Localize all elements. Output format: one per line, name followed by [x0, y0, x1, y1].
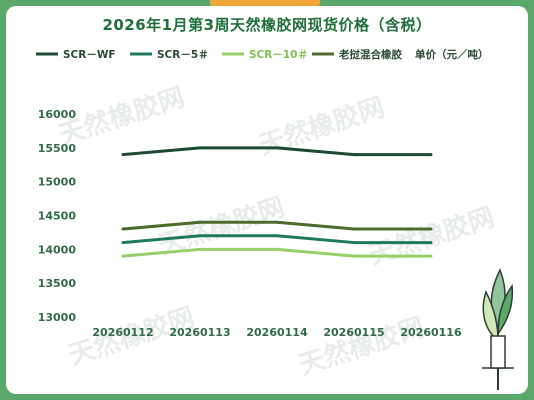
- legend-label: SCR－WF: [63, 49, 116, 61]
- x-tick-label: 20260112: [92, 326, 153, 339]
- plant-icon: [482, 268, 514, 390]
- y-tick-label: 13000: [38, 311, 77, 324]
- data-point: [275, 220, 279, 224]
- top-accent-bar: [210, 0, 320, 6]
- data-point: [429, 241, 433, 245]
- y-tick-label: 14500: [38, 210, 77, 223]
- x-tick-label: 20260114: [246, 326, 308, 339]
- chart-title: 2026年1月第3周天然橡胶网现货价格（含税）: [102, 16, 432, 34]
- data-point: [121, 254, 125, 258]
- data-point: [198, 247, 202, 251]
- data-point: [429, 254, 433, 258]
- data-point: [352, 254, 356, 258]
- chart-card: 天然橡胶网 天然橡胶网 天然橡胶网 天然橡胶网 天然橡胶网 天然橡胶网: [6, 6, 528, 394]
- data-point: [275, 234, 279, 238]
- data-point: [275, 247, 279, 251]
- legend-label: 老挝混合橡胶: [338, 48, 402, 61]
- data-point: [198, 234, 202, 238]
- legend-label: SCR－5＃: [157, 49, 209, 61]
- unit-label: 单价（元／吨）: [415, 48, 489, 61]
- y-tick-label: 16000: [38, 108, 77, 121]
- x-tick-label: 20260113: [169, 326, 230, 339]
- data-point: [429, 153, 433, 157]
- y-tick-label: 14000: [38, 243, 77, 256]
- data-point: [352, 227, 356, 231]
- y-tick-label: 15500: [38, 142, 77, 155]
- data-point: [121, 153, 125, 157]
- data-point: [275, 146, 279, 150]
- y-tick-label: 15000: [38, 176, 77, 189]
- data-point: [352, 153, 356, 157]
- x-tick-label: 20260116: [400, 326, 462, 339]
- data-point: [121, 227, 125, 231]
- y-tick-label: 13500: [38, 277, 77, 290]
- data-point: [429, 227, 433, 231]
- data-point: [198, 220, 202, 224]
- data-point: [352, 241, 356, 245]
- data-point: [121, 241, 125, 245]
- x-tick-label: 20260115: [323, 326, 384, 339]
- data-point: [198, 146, 202, 150]
- legend-label: SCR－10＃: [249, 49, 308, 61]
